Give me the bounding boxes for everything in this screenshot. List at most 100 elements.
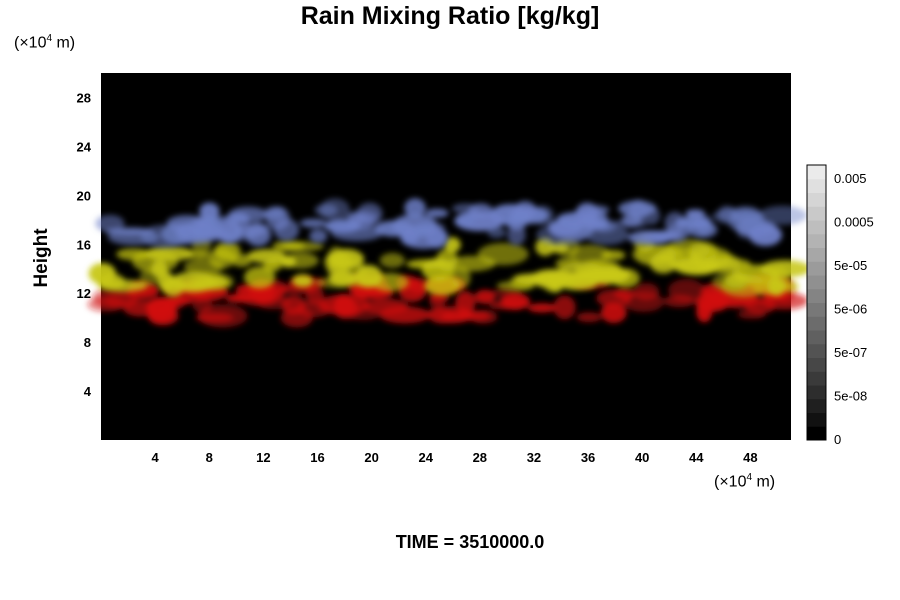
field-blob (116, 248, 150, 261)
x-tick-label: 28 (473, 450, 487, 465)
colorbar-swatch (807, 288, 826, 303)
field-blob (527, 303, 557, 313)
field-blob (195, 312, 234, 323)
x-tick-label: 12 (256, 450, 270, 465)
colorbar-swatch (807, 398, 826, 413)
field-blob (760, 260, 811, 278)
field-blob (244, 266, 276, 289)
field-blob (447, 255, 496, 272)
field-blob (267, 256, 289, 265)
field-blob (685, 209, 705, 218)
field-blob (379, 252, 405, 268)
colorbar-swatch (807, 247, 826, 262)
field-blob (488, 288, 523, 299)
field-blob (712, 208, 764, 225)
field-blob (327, 246, 345, 269)
field-blob (345, 308, 381, 321)
field-blob (192, 298, 213, 313)
x-tick-label: 8 (206, 450, 213, 465)
field-blob (162, 276, 185, 297)
y-tick-label: 8 (84, 335, 91, 350)
x-tick-label: 48 (743, 450, 757, 465)
field-blob (621, 213, 643, 227)
colorbar-swatch (807, 385, 826, 400)
field-blob (575, 202, 599, 227)
field-blob (553, 295, 576, 320)
colorbar-swatch (807, 178, 826, 193)
x-tick-label: 16 (310, 450, 324, 465)
field-blob (547, 218, 583, 236)
colorbar-label: 5e-07 (834, 345, 867, 360)
colorbar-swatch (807, 371, 826, 386)
field-blob (513, 201, 537, 219)
field-blob (444, 237, 461, 253)
field-blob (455, 291, 476, 314)
layer-red (87, 273, 809, 328)
field-blob (642, 206, 661, 225)
colorbar-label: 5e-06 (834, 302, 867, 317)
field-blob (641, 231, 684, 242)
field-blob (557, 262, 606, 283)
field-blob (291, 274, 313, 287)
colorbar-label: 5e-05 (834, 258, 867, 273)
y-tick-label: 24 (77, 139, 92, 154)
field-blob (144, 246, 195, 261)
time-label: TIME = 3510000.0 (395, 532, 545, 552)
y-tick-label: 4 (84, 384, 92, 399)
colorbar-label: 0 (834, 432, 841, 447)
field-blob (408, 277, 429, 294)
colorbar-swatch (807, 220, 826, 235)
field-blob (151, 260, 168, 278)
field-blob (668, 278, 705, 302)
field-blob (264, 206, 285, 221)
colorbar-swatch (807, 426, 826, 441)
field-blob (273, 218, 300, 242)
x-tick-label: 36 (581, 450, 595, 465)
field-blob (280, 307, 313, 328)
colorbar-label: 0.0005 (834, 215, 874, 230)
field-blob (568, 244, 612, 264)
field-blob (687, 221, 718, 239)
y-tick-label: 12 (77, 286, 91, 301)
field-blob (592, 218, 617, 233)
colorbar-swatch (807, 206, 826, 221)
field-blob (97, 279, 148, 292)
field-blob (160, 223, 202, 245)
x-tick-label: 32 (527, 450, 541, 465)
y-tick-label: 16 (77, 237, 91, 252)
field-blob (88, 262, 116, 285)
field-blob (429, 291, 446, 310)
field-blob (272, 240, 305, 252)
colorbar-swatch (807, 261, 826, 276)
y-axis-unit: (×104 m) (14, 33, 76, 52)
field-blob (309, 229, 328, 244)
field-layer (87, 198, 811, 328)
layer-blue (95, 198, 807, 249)
colorbar-swatch (807, 316, 826, 331)
field-blob (712, 272, 754, 292)
field-blob (214, 241, 241, 261)
field-blob (751, 278, 783, 296)
field-blob (192, 215, 230, 224)
field-blob (696, 300, 713, 323)
field-blob (600, 302, 627, 323)
field-blob (299, 218, 327, 228)
colorbar-swatch (807, 343, 826, 358)
field-blob (150, 296, 194, 306)
colorbar-swatch (807, 275, 826, 290)
field-blob (183, 250, 212, 260)
field-blob (758, 205, 807, 225)
field-blob (487, 226, 506, 239)
field-blob (371, 273, 409, 292)
x-tick-label: 4 (152, 450, 160, 465)
x-tick-label: 44 (689, 450, 704, 465)
field-blob (622, 291, 665, 313)
colorbar-swatch (807, 357, 826, 372)
x-axis-unit: (×104 m) (714, 472, 776, 491)
field-blob (104, 227, 154, 236)
field-blob (506, 215, 527, 231)
colorbar-frame (806, 164, 827, 441)
field-blob (737, 309, 767, 320)
field-blob (349, 214, 375, 230)
